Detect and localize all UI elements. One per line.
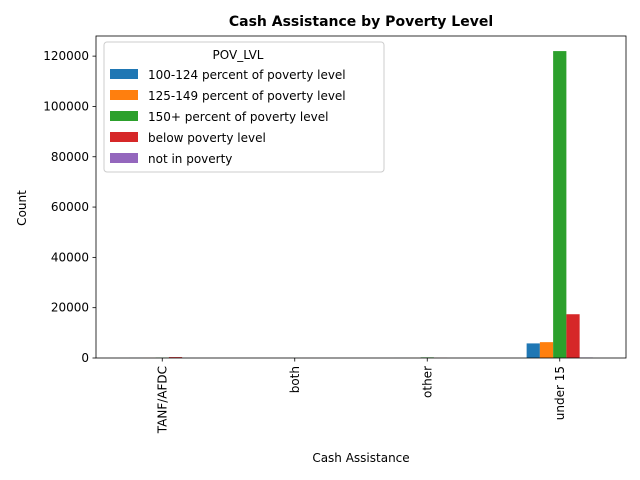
x-axis-ticks: TANF/AFDC both other under 15 [155,358,567,434]
bar-1-4 [526,343,540,358]
axes-frame [95,35,627,359]
legend-entry: 150+ percent of poverty level [148,110,328,124]
y-axis-label: Count [15,190,29,226]
bars-group [129,51,593,359]
legend: POV_LVL 100-124 percent of poverty level 1… [103,41,385,173]
legend-swatch [110,153,138,163]
y-axis-ticks: 0 20000 40000 60000 80000 100000 120000 [43,49,96,365]
bar-4-1 [168,357,183,358]
x-tick-label: other [420,366,434,398]
legend-entry: not in poverty [148,152,232,166]
y-tick-label: 0 [81,351,89,365]
y-tick-label: 20000 [51,301,89,315]
legend-entry: below poverty level [148,131,266,145]
y-tick-label: 80000 [51,150,89,164]
y-tick-label: 40000 [51,250,89,264]
chart-title: Cash Assistance by Poverty Level [229,14,493,30]
legend-swatch [110,69,138,79]
legend-swatch [110,111,138,121]
bar-2-4 [539,342,554,358]
legend-entry: 100-124 percent of poverty level [148,68,346,82]
legend-swatch [110,132,138,142]
legend-title: POV_LVL [213,48,264,62]
y-tick-label: 60000 [51,200,89,214]
bar-4-4 [566,314,580,358]
y-tick-label: 120000 [43,49,89,63]
y-tick-label: 100000 [43,99,89,113]
legend-box [103,41,385,173]
bar-3-4 [553,51,567,359]
legend-entry: 125-149 percent of poverty level [148,89,346,103]
x-axis-label: Cash Assistance [312,451,409,465]
legend-swatch [110,90,138,100]
x-tick-label: TANF/AFDC [155,366,169,434]
x-tick-label: under 15 [553,366,567,420]
x-tick-label: both [288,366,302,393]
